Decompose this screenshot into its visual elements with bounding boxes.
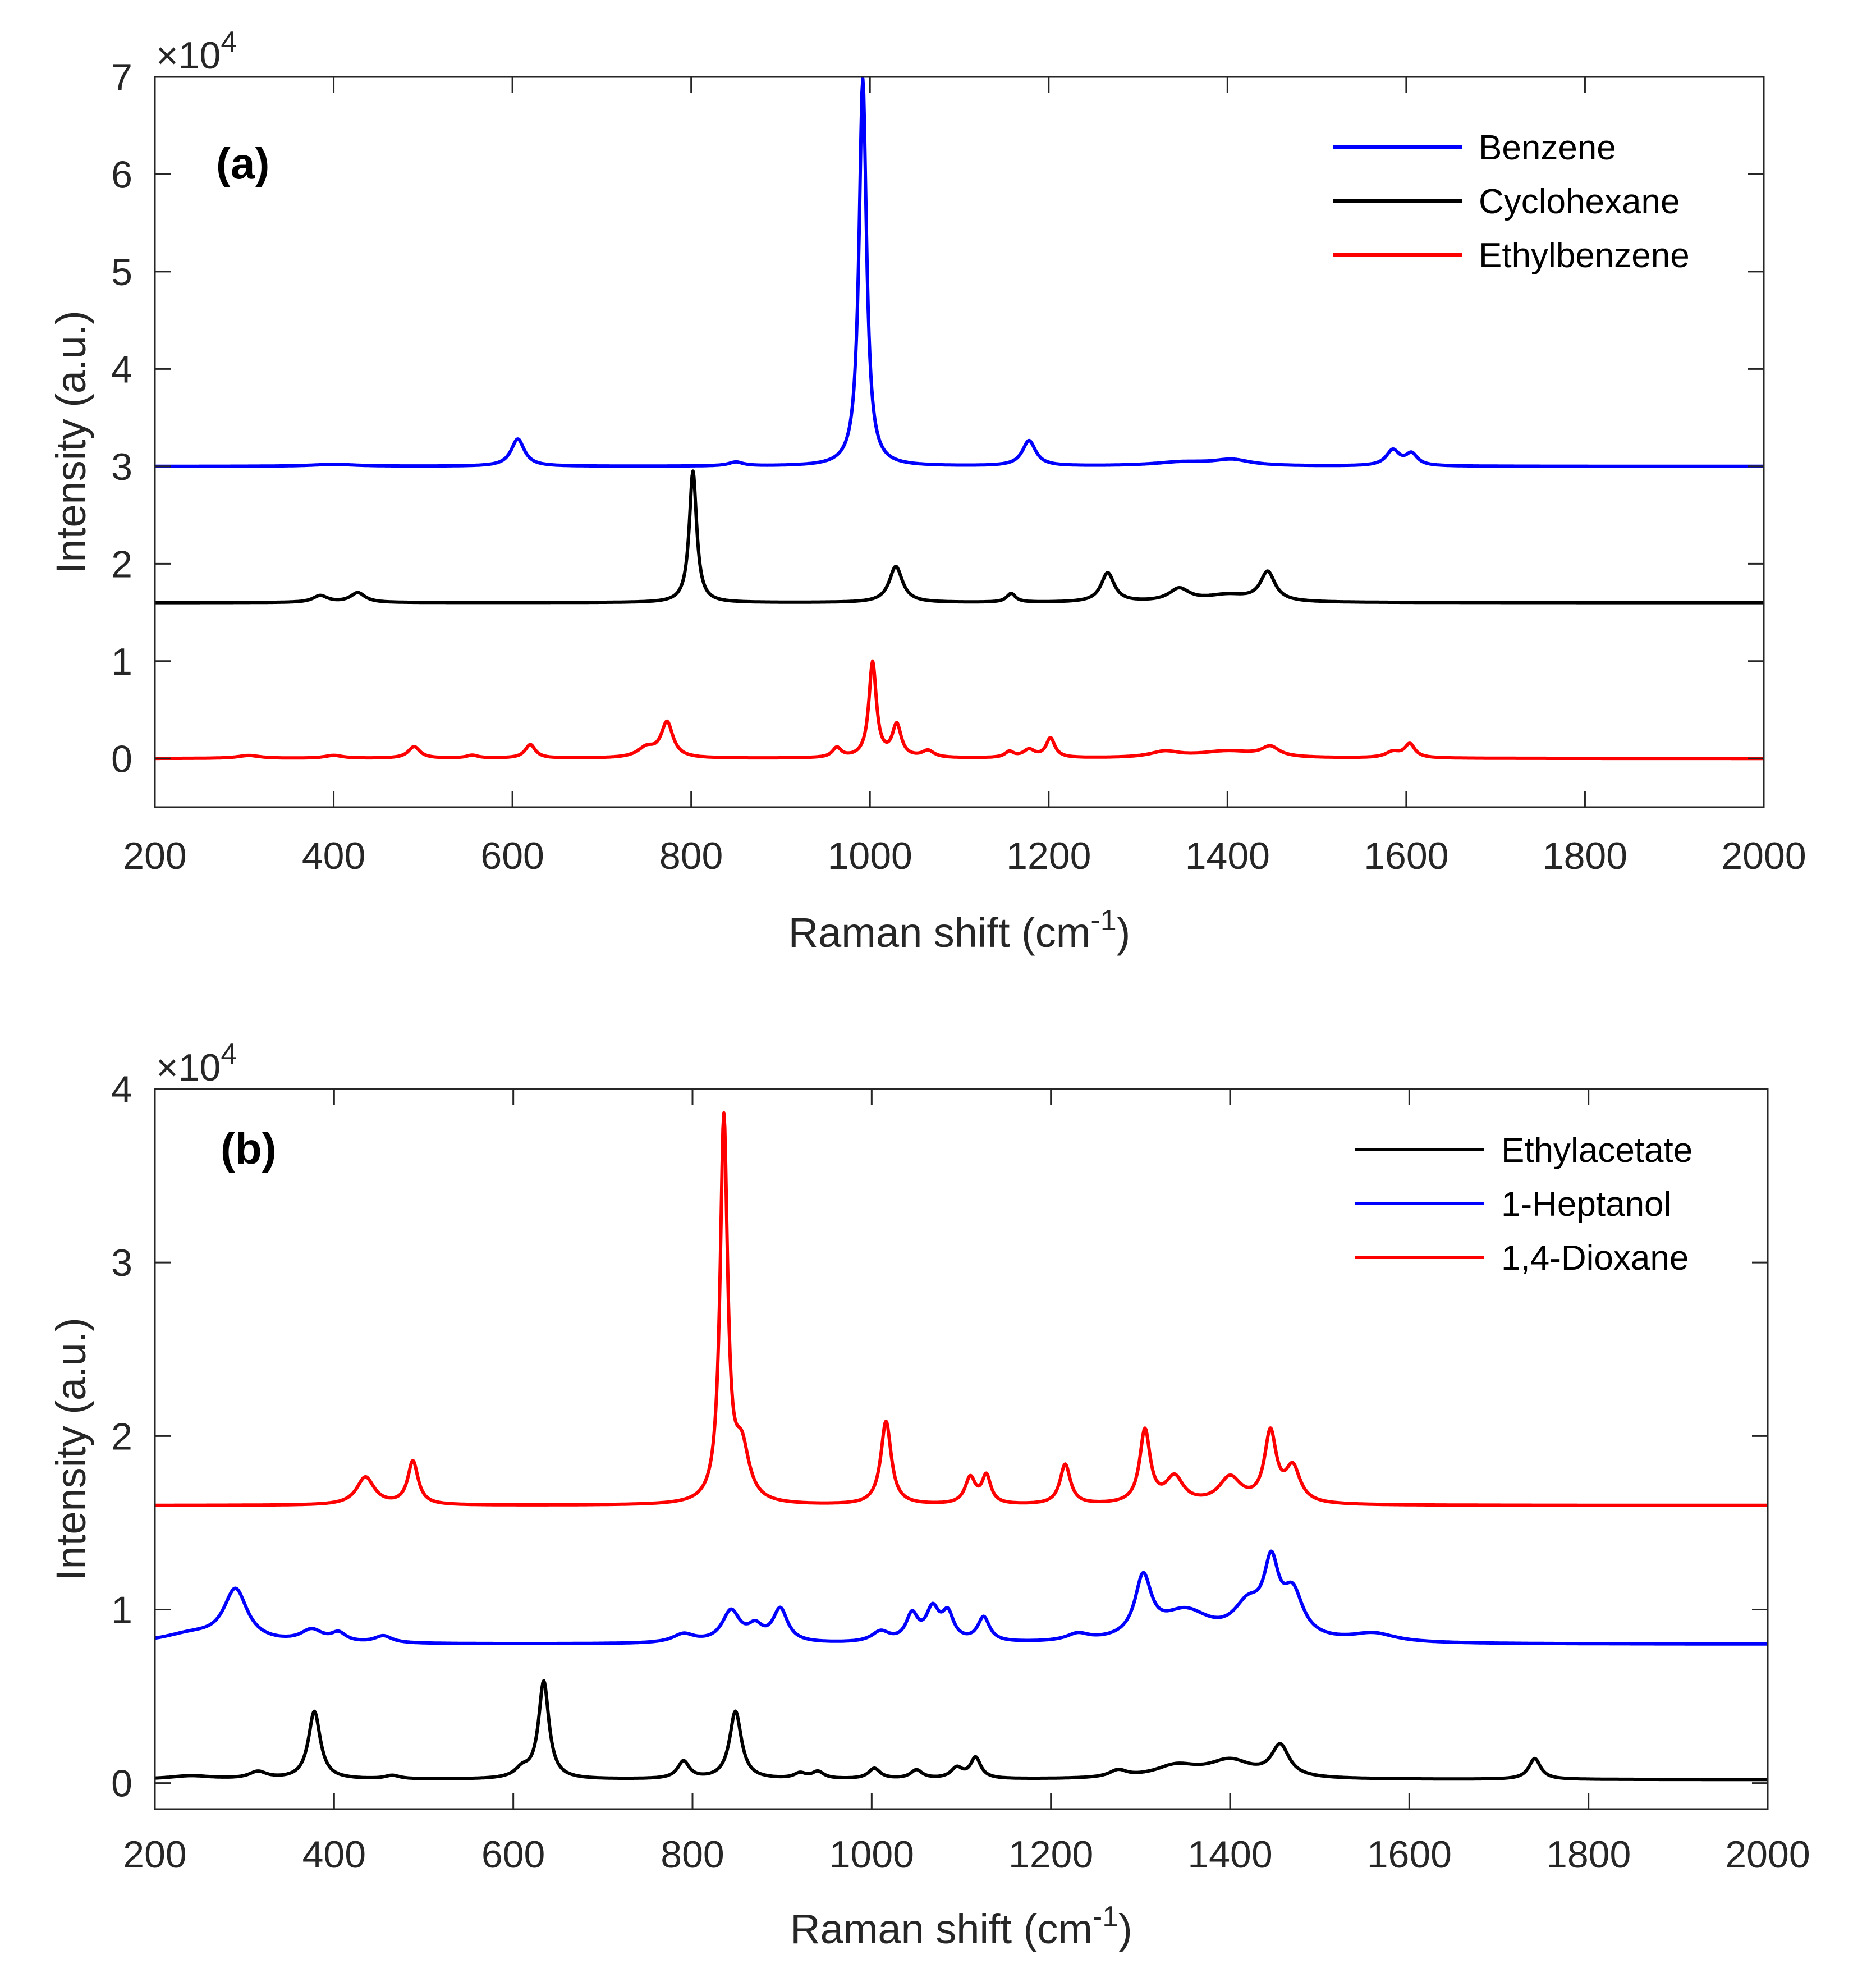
y-exponent-label: ×104	[156, 1038, 237, 1089]
series-line	[155, 469, 1764, 605]
y-tick-label: 7	[111, 56, 132, 99]
x-axis-label-end: )	[1117, 909, 1131, 956]
x-tick-label: 200	[123, 835, 186, 877]
y-tick-label: 2	[111, 543, 132, 585]
x-tick-label: 1400	[1185, 835, 1270, 877]
panel-b: 200 400 600 800 1000 1200 1400 1600 1800 2000 0 1 2 3…	[48, 1038, 1810, 1952]
legend-label: Ethylbenzene	[1479, 236, 1690, 275]
y-tick-label: 1	[111, 640, 132, 683]
x-axis-label-text: Raman shift (cm	[788, 909, 1091, 956]
y-tick-label: 1	[111, 1589, 132, 1631]
panel-a: 200 400 600 800 1000 1200 1400 1600 1800 2000 0 1 2 3…	[48, 26, 1806, 956]
legend-label: Benzene	[1479, 129, 1616, 167]
axes-frame	[154, 76, 1765, 808]
x-axis-label: Raman shift (cm-1)	[790, 1901, 1132, 1952]
legend-label: 1,4-Dioxane	[1501, 1239, 1689, 1278]
legend-label: Cyclohexane	[1479, 182, 1680, 221]
x-tick-label: 600	[480, 835, 544, 877]
x-axis-label-text: Raman shift (cm	[790, 1906, 1093, 1952]
legend-label: 1-Heptanol	[1501, 1185, 1671, 1224]
x-tick-label: 1800	[1543, 835, 1627, 877]
y-tick-label: 4	[111, 1068, 132, 1111]
x-tick-label: 1800	[1546, 1833, 1631, 1876]
panel-label: (b)	[221, 1124, 277, 1173]
x-tick-label: 800	[659, 835, 723, 877]
x-tick-label: 1200	[1006, 835, 1091, 877]
y-exponent-power: 4	[221, 1038, 237, 1070]
series-line	[155, 1679, 1768, 1782]
x-tick-label: 800	[661, 1833, 724, 1876]
series-line	[155, 77, 1764, 468]
x-tick-label: 2000	[1721, 835, 1806, 877]
x-axis-label-end: )	[1118, 1906, 1132, 1952]
series-line	[155, 1111, 1768, 1507]
y-tick-label: 3	[111, 1242, 132, 1284]
y-tick-label: 3	[111, 446, 132, 488]
x-tick-label: 200	[123, 1833, 186, 1876]
axes-frame	[154, 1088, 1769, 1810]
x-tick-label: 400	[302, 1833, 366, 1876]
y-tick-label: 5	[111, 251, 132, 294]
x-tick-label: 600	[481, 1833, 545, 1876]
x-tick-label: 1400	[1187, 1833, 1272, 1876]
y-exponent-power: 4	[221, 26, 237, 58]
x-tick-label: 2000	[1725, 1833, 1810, 1876]
y-axis-label: Intensity (a.u.)	[48, 310, 94, 574]
legend-label: Ethylacetate	[1501, 1131, 1692, 1170]
y-tick-label: 0	[111, 738, 132, 780]
x-tick-label: 1000	[829, 1833, 914, 1876]
series-line	[155, 659, 1764, 761]
y-exponent-label: ×104	[156, 26, 237, 77]
x-tick-label: 1200	[1008, 1833, 1093, 1876]
y-tick-label: 4	[111, 348, 132, 391]
series-line	[155, 1549, 1768, 1646]
x-tick-label: 400	[302, 835, 365, 877]
x-tick-label: 1600	[1367, 1833, 1452, 1876]
y-tick-label: 6	[111, 153, 132, 196]
x-axis-label-sup: -1	[1093, 1901, 1118, 1933]
panel-label: (a)	[216, 139, 269, 188]
y-tick-label: 2	[111, 1415, 132, 1458]
x-axis-label: Raman shift (cm-1)	[788, 904, 1131, 956]
x-axis-label-sup: -1	[1090, 904, 1116, 937]
y-tick-label: 0	[111, 1763, 132, 1805]
x-tick-label: 1000	[828, 835, 912, 877]
x-tick-label: 1600	[1364, 835, 1448, 877]
y-axis-label: Intensity (a.u.)	[48, 1317, 94, 1581]
